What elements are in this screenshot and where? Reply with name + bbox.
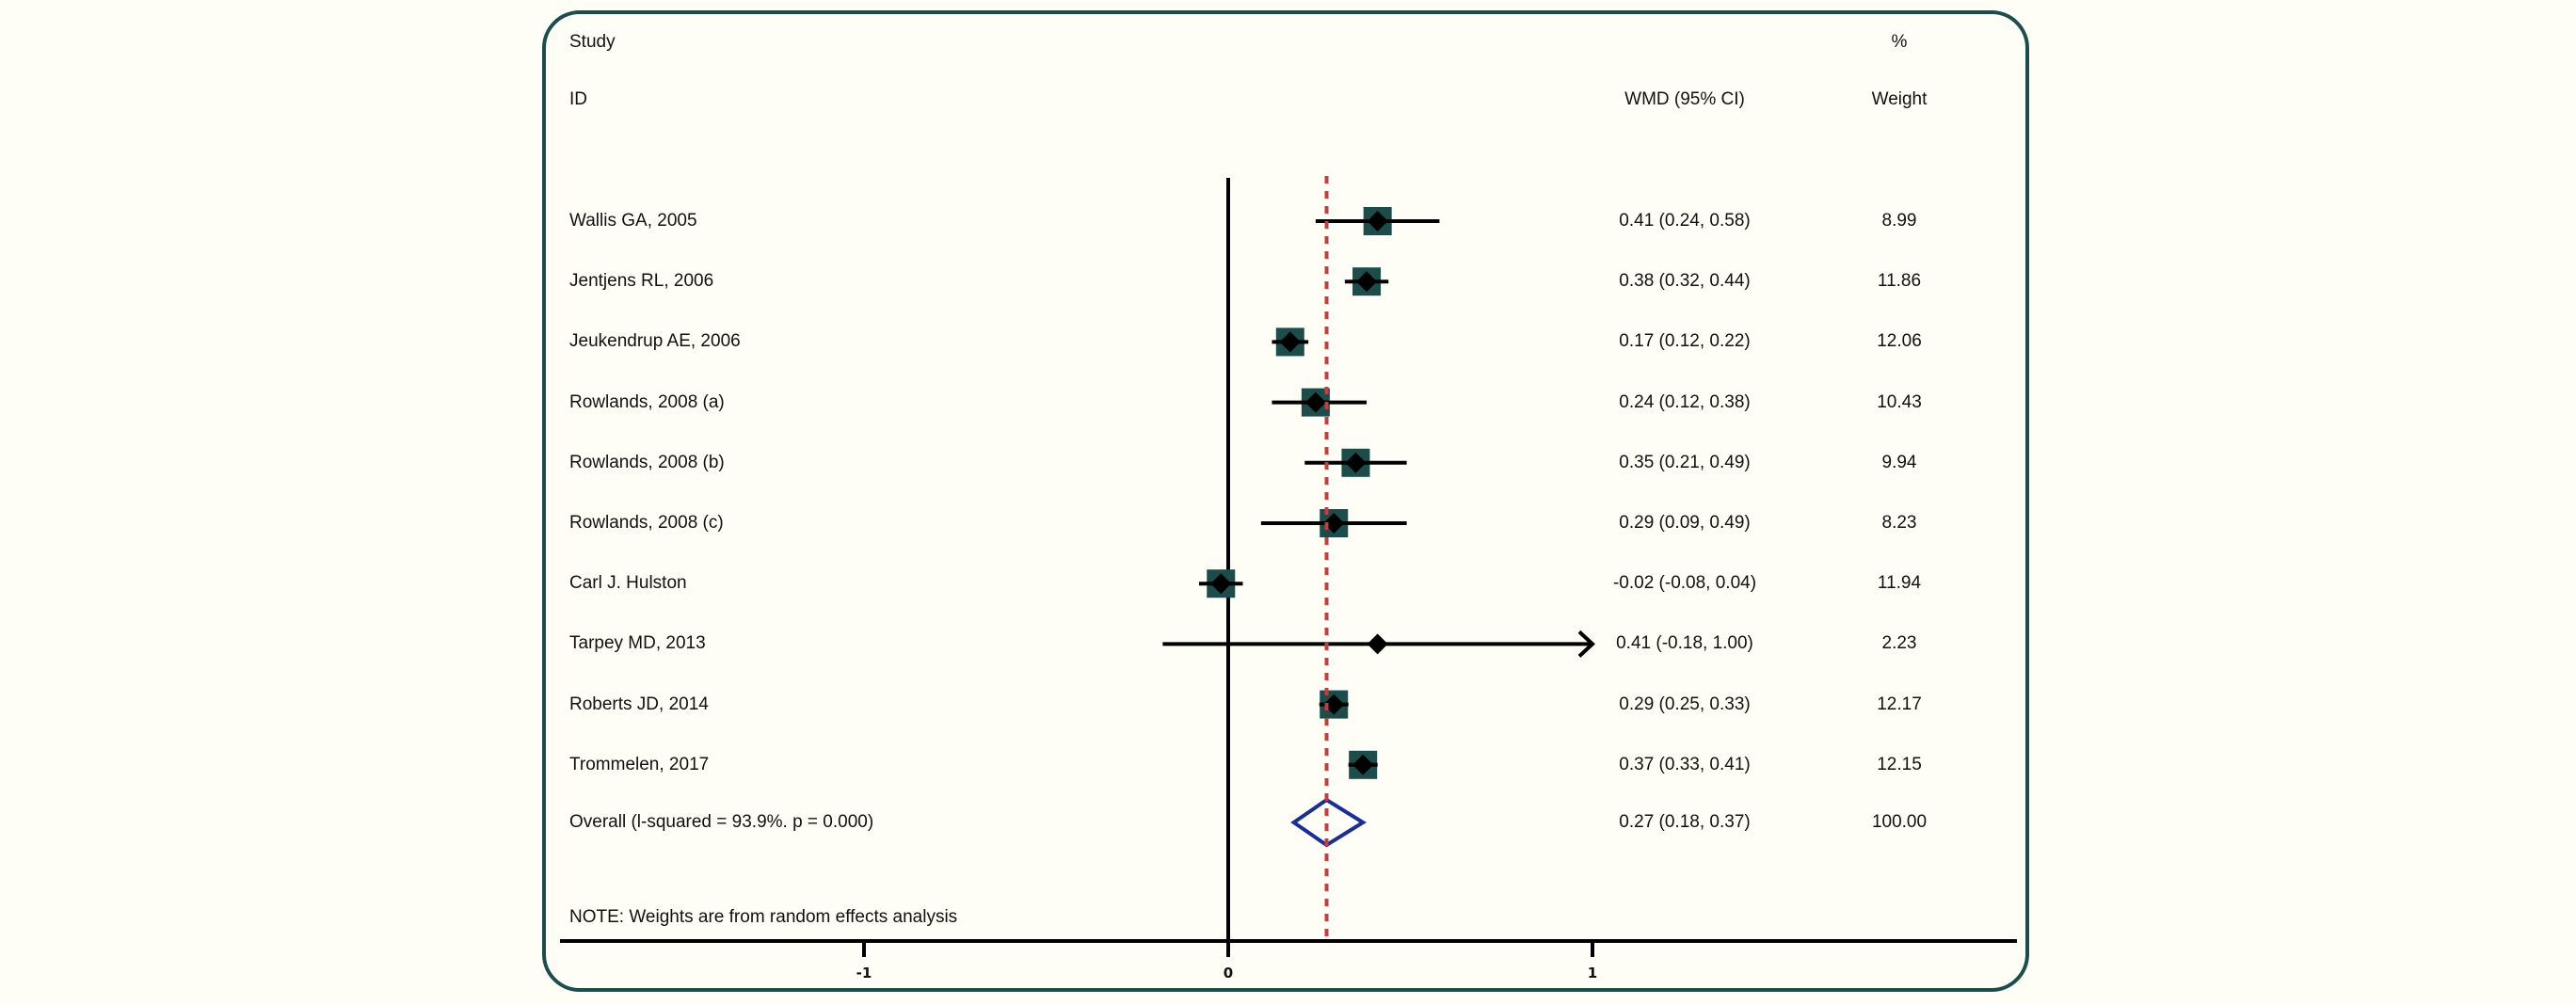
study-weight: 12.17 xyxy=(1877,694,1922,714)
chart-frame xyxy=(542,10,2029,992)
study-label: Jeukendrup AE, 2006 xyxy=(569,331,741,352)
study-weight: 10.43 xyxy=(1877,391,1922,412)
point-estimate xyxy=(1279,331,1301,353)
study-ci-text: -0.02 (-0.08, 0.04) xyxy=(1612,573,1757,594)
study-ci-text: 0.29 (0.09, 0.49) xyxy=(1619,513,1751,533)
study-label: Rowlands, 2008 (a) xyxy=(569,391,725,412)
study-weight: 2.23 xyxy=(1881,633,1917,654)
ci-arrow xyxy=(1577,630,1595,658)
study-weight: 11.86 xyxy=(1877,271,1922,292)
point-estimate xyxy=(1345,452,1367,473)
overall-ci-text: 0.27 (0.18, 0.37) xyxy=(1619,812,1751,832)
x-tick-label: 0 xyxy=(1224,965,1233,981)
study-ci-text: 0.24 (0.12, 0.38) xyxy=(1619,391,1751,412)
study-ci-text: 0.38 (0.32, 0.44) xyxy=(1619,271,1751,292)
study-weight: 8.99 xyxy=(1881,211,1917,231)
study-label: Rowlands, 2008 (b) xyxy=(569,452,725,472)
study-ci-text: 0.17 (0.12, 0.22) xyxy=(1619,331,1751,352)
study-ci-text: 0.29 (0.25, 0.33) xyxy=(1619,694,1751,714)
study-weight: 11.94 xyxy=(1877,573,1922,594)
study-ci-text: 0.41 (-0.18, 1.00) xyxy=(1616,633,1753,654)
header-id: ID xyxy=(569,89,587,109)
study-label: Rowlands, 2008 (c) xyxy=(569,513,724,533)
study-label: Carl J. Hulston xyxy=(569,573,687,594)
overall-label: Overall (l-squared = 93.9%. p = 0.000) xyxy=(569,812,874,832)
point-estimate xyxy=(1367,211,1388,231)
point-estimate xyxy=(1210,573,1232,595)
study-weight: 12.06 xyxy=(1877,331,1922,352)
point-estimate xyxy=(1367,633,1388,655)
header-percent: % xyxy=(1891,32,1908,52)
overall-weight: 100.00 xyxy=(1871,812,1928,832)
x-tick-label: -1 xyxy=(856,965,872,981)
study-label: Wallis GA, 2005 xyxy=(569,211,697,231)
study-ci-text: 0.35 (0.21, 0.49) xyxy=(1619,452,1751,472)
overall-diamond xyxy=(1290,797,1367,848)
x-tick-label: 1 xyxy=(1588,965,1597,981)
point-estimate xyxy=(1323,694,1345,715)
point-estimate xyxy=(1356,271,1378,293)
study-ci-text: 0.37 (0.33, 0.41) xyxy=(1619,754,1751,774)
study-weight: 9.94 xyxy=(1881,452,1917,472)
study-ci-text: 0.41 (0.24, 0.58) xyxy=(1619,211,1751,231)
study-label: Roberts JD, 2014 xyxy=(569,694,709,714)
header-wmd: WMD (95% CI) xyxy=(1624,89,1745,109)
study-label: Tarpey MD, 2013 xyxy=(569,633,706,654)
study-weight: 12.15 xyxy=(1877,754,1922,774)
point-estimate xyxy=(1323,513,1345,534)
header-weight: Weight xyxy=(1871,89,1928,109)
study-weight: 8.23 xyxy=(1881,513,1917,533)
point-estimate xyxy=(1352,754,1374,775)
point-estimate xyxy=(1304,391,1326,413)
header-study: Study xyxy=(569,32,616,52)
study-label: Jentjens RL, 2006 xyxy=(569,271,714,292)
note-text: NOTE: Weights are from random effects an… xyxy=(569,907,958,927)
study-label: Trommelen, 2017 xyxy=(569,754,710,774)
